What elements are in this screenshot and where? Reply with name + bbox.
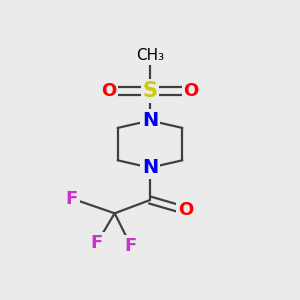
- Text: O: O: [101, 82, 116, 100]
- Text: N: N: [142, 111, 158, 130]
- Text: O: O: [178, 201, 193, 219]
- Text: O: O: [184, 82, 199, 100]
- Text: N: N: [142, 158, 158, 177]
- Text: F: F: [66, 190, 78, 208]
- Text: F: F: [91, 234, 103, 252]
- Text: S: S: [142, 81, 158, 101]
- Text: CH₃: CH₃: [136, 48, 164, 63]
- Text: F: F: [125, 237, 137, 255]
